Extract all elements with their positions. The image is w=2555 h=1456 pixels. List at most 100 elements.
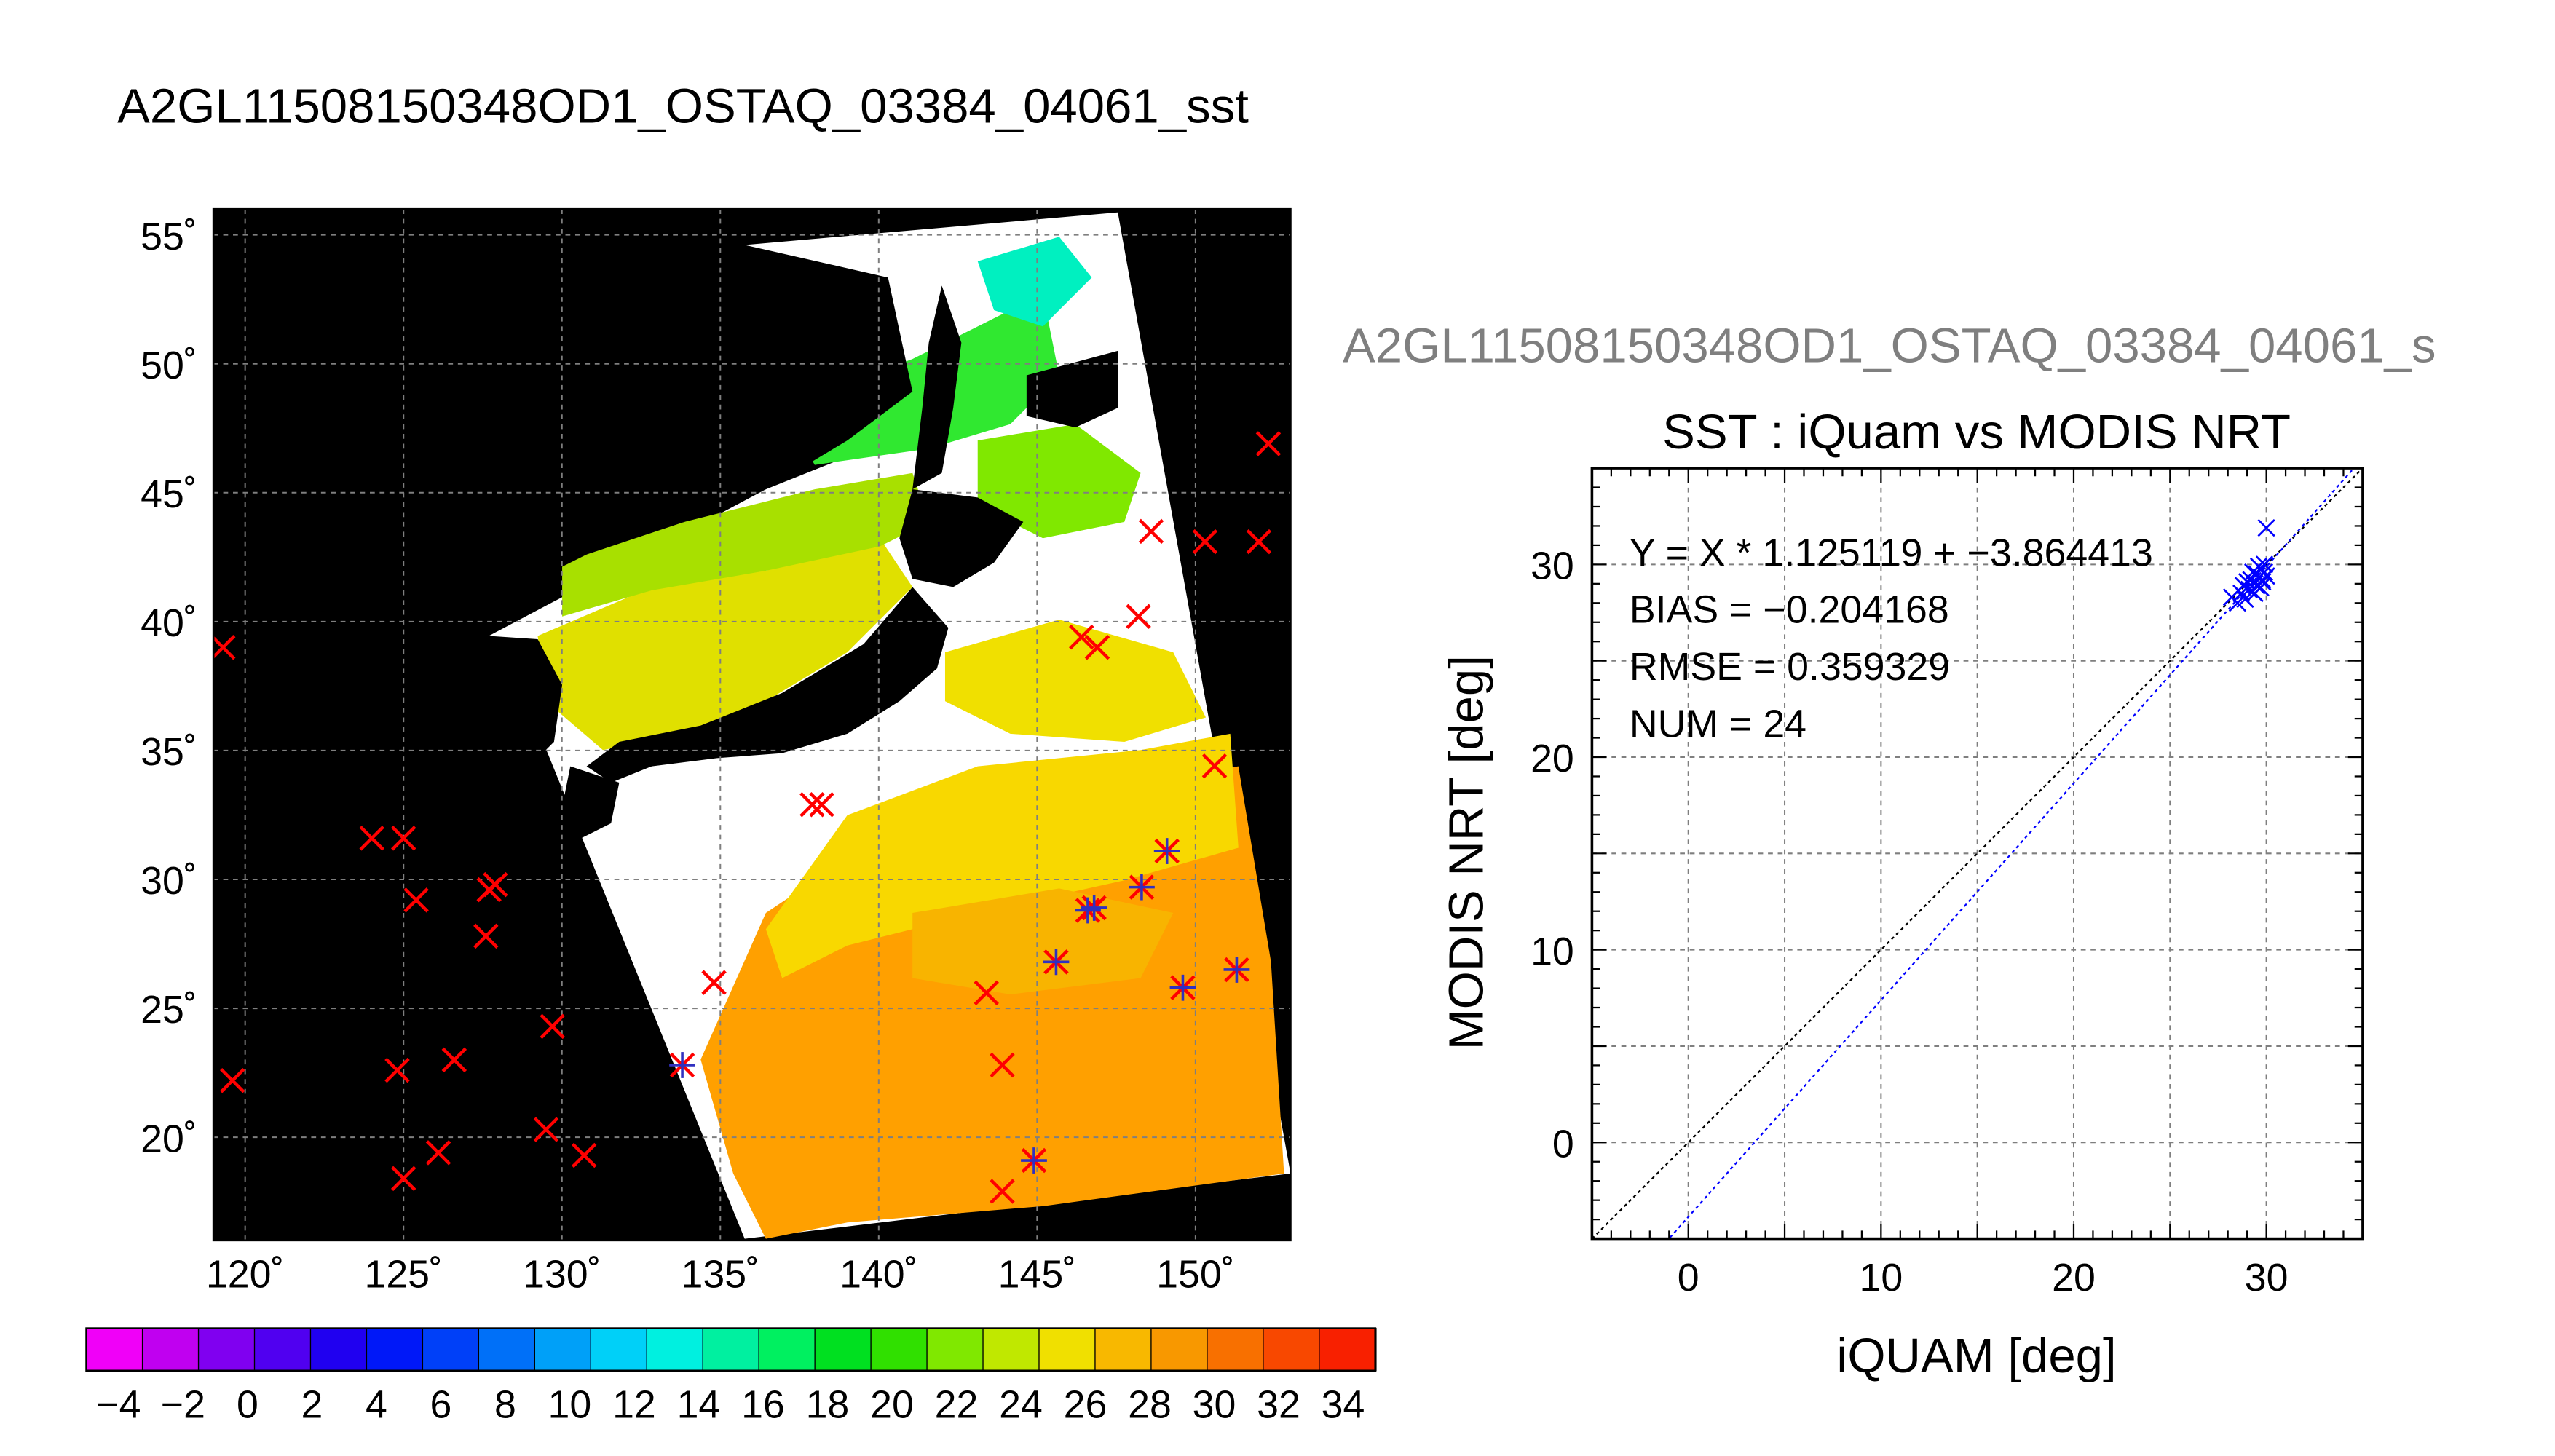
marker-stroke: [1069, 624, 1094, 650]
matched-station-marker: [1075, 897, 1101, 924]
colorbar-tick-label: 18: [806, 1383, 850, 1427]
station-marker: [220, 1067, 245, 1093]
station-marker: [809, 792, 834, 818]
marker-stroke: [809, 792, 834, 818]
marker-stroke: [213, 635, 236, 660]
colorbar-tick-label: 4: [366, 1383, 387, 1427]
sst-field-pacific-yellow: [944, 620, 1207, 743]
colorbar-tick-label: 14: [677, 1383, 721, 1427]
marker-stroke: [483, 871, 508, 898]
scatter-annotation: BIAS = −0.204168: [1630, 588, 1949, 632]
colorbar-tick-label: 30: [1193, 1383, 1236, 1427]
scatter-annotation: RMSE = 0.359329: [1630, 645, 1950, 689]
station-marker: [799, 792, 825, 818]
scatter-x-tick-label: 20: [2052, 1256, 2096, 1299]
sst-field-okhotsk-cold: [977, 237, 1092, 327]
sst-field-yellow-band: [765, 733, 1239, 978]
colorbar-cell: [85, 1327, 144, 1372]
x-axis-label: iQUAM [deg]: [1836, 1329, 2116, 1383]
colorbar-frame: [85, 1327, 1377, 1372]
sst-field-warm-patch: [912, 888, 1174, 994]
station-marker: [473, 923, 499, 949]
colorbar-cell: [814, 1327, 872, 1372]
map-lon-tick-label: 125˚: [364, 1253, 442, 1297]
sst-field-kuril: [977, 424, 1141, 539]
colorbar-cell: [702, 1327, 760, 1372]
colorbar-cell: [758, 1327, 816, 1372]
colorbar-tick-label: 6: [430, 1383, 451, 1427]
colorbar-tick-label: 20: [870, 1383, 914, 1427]
station-marker: [403, 887, 429, 913]
marker-stroke: [2246, 584, 2264, 603]
map-lon-tick-label: 145˚: [998, 1253, 1076, 1297]
colorbar-cell: [366, 1327, 424, 1372]
marker-stroke: [2257, 518, 2275, 537]
marker-stroke: [1126, 604, 1151, 630]
map-lat-tick-label: 35˚: [141, 730, 197, 774]
matched-station-marker: [1043, 949, 1070, 976]
station-marker: [701, 970, 727, 995]
scatter-point: [2243, 563, 2262, 582]
matched-station-marker: [1129, 874, 1155, 901]
scatter-point: [2257, 518, 2275, 537]
marker-stroke: [571, 1142, 597, 1168]
sst-map: 55˚ 50˚ 45˚ 40˚ 35˚ 30˚ 25˚ 20˚ 120˚ 125˚ 130˚ 135…: [141, 207, 1292, 1297]
colorbar: −4 −2 0 2 4 6 8 10 12 14 16 18 20 22 24 26 28 30 32 34: [85, 1327, 1377, 1427]
sst-field-sea-of-japan-mid: [562, 472, 929, 617]
station-marker: [1069, 624, 1094, 650]
station-markers: [213, 431, 1282, 1204]
marker-stroke: [390, 826, 416, 851]
scatter-plot: SST : iQuam vs MODIS NRT 0 10 20 30 0 10 20 30…: [1439, 405, 2364, 1383]
colorbar-tick-label: 10: [548, 1383, 592, 1427]
scatter-y-tick-label: 0: [1552, 1122, 1574, 1166]
matched-station-marker: [1021, 1147, 1047, 1174]
station-marker: [990, 1179, 1015, 1204]
overflow-title: A2GL11508150348OD1_OSTAQ_03384_04061_s: [1343, 319, 2436, 373]
station-marker: [1255, 431, 1282, 456]
y-axis-label: MODIS NRT [deg]: [1439, 655, 1493, 1050]
land-honshu: [586, 587, 949, 783]
marker-stroke: [1192, 529, 1218, 555]
map-content: [213, 209, 1291, 1241]
colorbar-cell: [197, 1327, 256, 1372]
station-marker: [390, 1166, 416, 1192]
colorbar-tick-label: −4: [96, 1383, 141, 1427]
colorbar-tick-label: 0: [237, 1383, 258, 1427]
station-marker: [990, 1052, 1015, 1078]
station-marker: [540, 1013, 565, 1040]
scatter-y-tick-label: 20: [1531, 737, 1574, 780]
scatter-x-tick-label: 30: [2245, 1256, 2289, 1299]
scatter-annotation: Y = X * 1.125119 + −3.864413: [1630, 531, 2153, 574]
marker-stroke: [425, 1140, 451, 1166]
scatter-minor-ticks: [1592, 468, 2363, 1239]
regression-line: [1667, 468, 2355, 1239]
scatter-content: [1592, 468, 2363, 1239]
marker-stroke: [220, 1067, 245, 1093]
marker-stroke: [441, 1047, 467, 1073]
scatter-gridlines: [1592, 468, 2363, 1239]
colorbar-tick-label: 22: [935, 1383, 979, 1427]
station-marker: [1126, 604, 1151, 630]
marker-stroke: [1138, 518, 1164, 545]
map-lat-tick-label: 50˚: [141, 344, 197, 387]
marker-stroke: [1255, 431, 1282, 456]
land-mainland: [489, 209, 913, 636]
map-lon-tick-label: 130˚: [523, 1253, 601, 1297]
colorbar-cell: [141, 1327, 200, 1372]
map-lat-tick-label: 25˚: [141, 988, 197, 1032]
colorbar-tick-label: 32: [1257, 1383, 1300, 1427]
station-marker: [1192, 529, 1218, 555]
scatter-point: [2246, 584, 2264, 603]
map-lat-tick-labels: 55˚ 50˚ 45˚ 40˚ 35˚ 30˚ 25˚ 20˚: [141, 215, 197, 1161]
station-marker: [483, 871, 508, 898]
scatter-title: SST : iQuam vs MODIS NRT: [1662, 405, 2291, 459]
colorbar-tick-label: 2: [301, 1383, 323, 1427]
colorbar-tick-label: −2: [161, 1383, 205, 1427]
marker-stroke: [990, 1052, 1015, 1078]
station-marker: [384, 1057, 410, 1083]
land-kamchatka-corner: [1026, 350, 1118, 428]
map-lon-tick-label: 120˚: [206, 1253, 284, 1297]
scatter-y-tick-label: 10: [1531, 930, 1574, 973]
map-lat-tick-label: 20˚: [141, 1117, 197, 1160]
colorbar-cell: [422, 1327, 481, 1372]
